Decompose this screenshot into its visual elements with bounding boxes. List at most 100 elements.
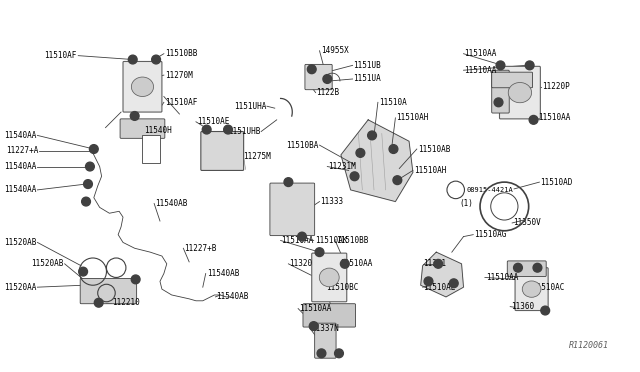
Ellipse shape [131, 77, 154, 96]
Circle shape [424, 277, 433, 286]
Text: 11331: 11331 [424, 259, 447, 268]
FancyBboxPatch shape [492, 70, 509, 113]
Text: 11220P: 11220P [542, 82, 570, 91]
Text: 11510AE: 11510AE [197, 117, 229, 126]
Circle shape [317, 349, 326, 358]
Circle shape [525, 61, 534, 70]
Text: 11510AA: 11510AA [299, 304, 332, 313]
Text: 11540H: 11540H [145, 126, 172, 135]
Text: 11510AA: 11510AA [465, 49, 497, 58]
Text: 11510AC: 11510AC [532, 283, 565, 292]
Circle shape [86, 162, 94, 171]
Circle shape [393, 176, 402, 185]
Circle shape [529, 115, 538, 124]
Text: 11227+B: 11227+B [184, 244, 217, 253]
Text: 1151UB: 1151UB [353, 61, 381, 70]
Text: 11510AA: 11510AA [486, 273, 518, 282]
Text: (1): (1) [460, 199, 474, 208]
Text: 11510AA: 11510AA [282, 236, 314, 245]
Text: 11333: 11333 [321, 197, 344, 206]
Text: 11520AB: 11520AB [31, 259, 63, 268]
Text: 11360: 11360 [511, 302, 534, 311]
Circle shape [541, 306, 550, 315]
Ellipse shape [508, 83, 532, 103]
Circle shape [307, 65, 316, 74]
Polygon shape [420, 252, 463, 297]
FancyBboxPatch shape [515, 268, 548, 311]
Circle shape [90, 145, 98, 153]
Circle shape [202, 125, 211, 134]
Text: 11510AF: 11510AF [165, 98, 197, 107]
Text: 11510AF: 11510AF [44, 51, 76, 60]
Text: 11275M: 11275M [243, 152, 271, 161]
Circle shape [514, 263, 522, 272]
Text: 11540AB: 11540AB [216, 292, 249, 301]
Bar [143, 135, 160, 163]
Circle shape [152, 55, 161, 64]
Circle shape [131, 275, 140, 284]
Text: 08915-4421A: 08915-4421A [467, 187, 513, 193]
Text: 11540AA: 11540AA [4, 185, 36, 195]
Circle shape [356, 148, 365, 157]
Circle shape [94, 298, 103, 307]
Text: 1122B: 1122B [317, 88, 340, 97]
Text: 11520AB: 11520AB [4, 238, 36, 247]
Ellipse shape [522, 281, 541, 297]
Text: 11510AD: 11510AD [540, 177, 573, 187]
Circle shape [340, 259, 349, 268]
Text: 1151UHB: 1151UHB [228, 127, 260, 136]
Circle shape [82, 197, 90, 206]
Text: 11540AB: 11540AB [155, 199, 188, 208]
Circle shape [449, 279, 458, 288]
FancyBboxPatch shape [123, 61, 162, 112]
Text: 1151UHA: 1151UHA [234, 102, 266, 111]
Text: 11320: 11320 [289, 259, 312, 268]
Text: 11510BC: 11510BC [326, 283, 358, 292]
Circle shape [129, 55, 137, 64]
FancyBboxPatch shape [492, 72, 532, 88]
Circle shape [131, 112, 139, 120]
Circle shape [496, 61, 505, 70]
Circle shape [350, 172, 359, 181]
FancyBboxPatch shape [80, 278, 136, 304]
Circle shape [533, 263, 542, 272]
Polygon shape [341, 120, 413, 202]
Circle shape [494, 98, 503, 107]
Text: 11350V: 11350V [513, 218, 541, 227]
Circle shape [224, 125, 232, 134]
Text: 11510AG: 11510AG [474, 230, 507, 239]
FancyBboxPatch shape [270, 183, 315, 235]
Circle shape [84, 180, 92, 189]
Text: 11510BB: 11510BB [165, 49, 197, 58]
Text: 14955X: 14955X [321, 46, 349, 55]
FancyBboxPatch shape [201, 132, 244, 170]
Text: 11510BA: 11510BA [286, 141, 319, 150]
Circle shape [298, 232, 307, 241]
Circle shape [79, 267, 88, 276]
FancyBboxPatch shape [508, 261, 546, 276]
Text: 112210: 112210 [112, 298, 140, 307]
Circle shape [367, 131, 376, 140]
FancyBboxPatch shape [315, 323, 336, 358]
Circle shape [309, 322, 318, 330]
FancyBboxPatch shape [305, 64, 332, 90]
Text: 11540AA: 11540AA [4, 131, 36, 140]
Text: 11510AA: 11510AA [340, 259, 372, 268]
Text: 11510AH: 11510AH [396, 113, 429, 122]
Text: 11510AK: 11510AK [315, 236, 347, 245]
FancyBboxPatch shape [120, 119, 165, 138]
Circle shape [434, 259, 443, 268]
Circle shape [389, 145, 398, 153]
FancyBboxPatch shape [499, 66, 540, 119]
Text: 11337N: 11337N [311, 324, 339, 333]
Ellipse shape [319, 268, 339, 287]
Text: 11540AA: 11540AA [4, 162, 36, 171]
FancyBboxPatch shape [312, 253, 347, 302]
Text: 11231M: 11231M [328, 162, 356, 171]
Circle shape [335, 349, 343, 358]
Text: 11227+A: 11227+A [6, 147, 38, 155]
Text: R1120061: R1120061 [568, 341, 609, 350]
Circle shape [284, 178, 292, 186]
Text: 11510AE: 11510AE [424, 283, 456, 292]
Text: 11510AH: 11510AH [414, 166, 446, 175]
